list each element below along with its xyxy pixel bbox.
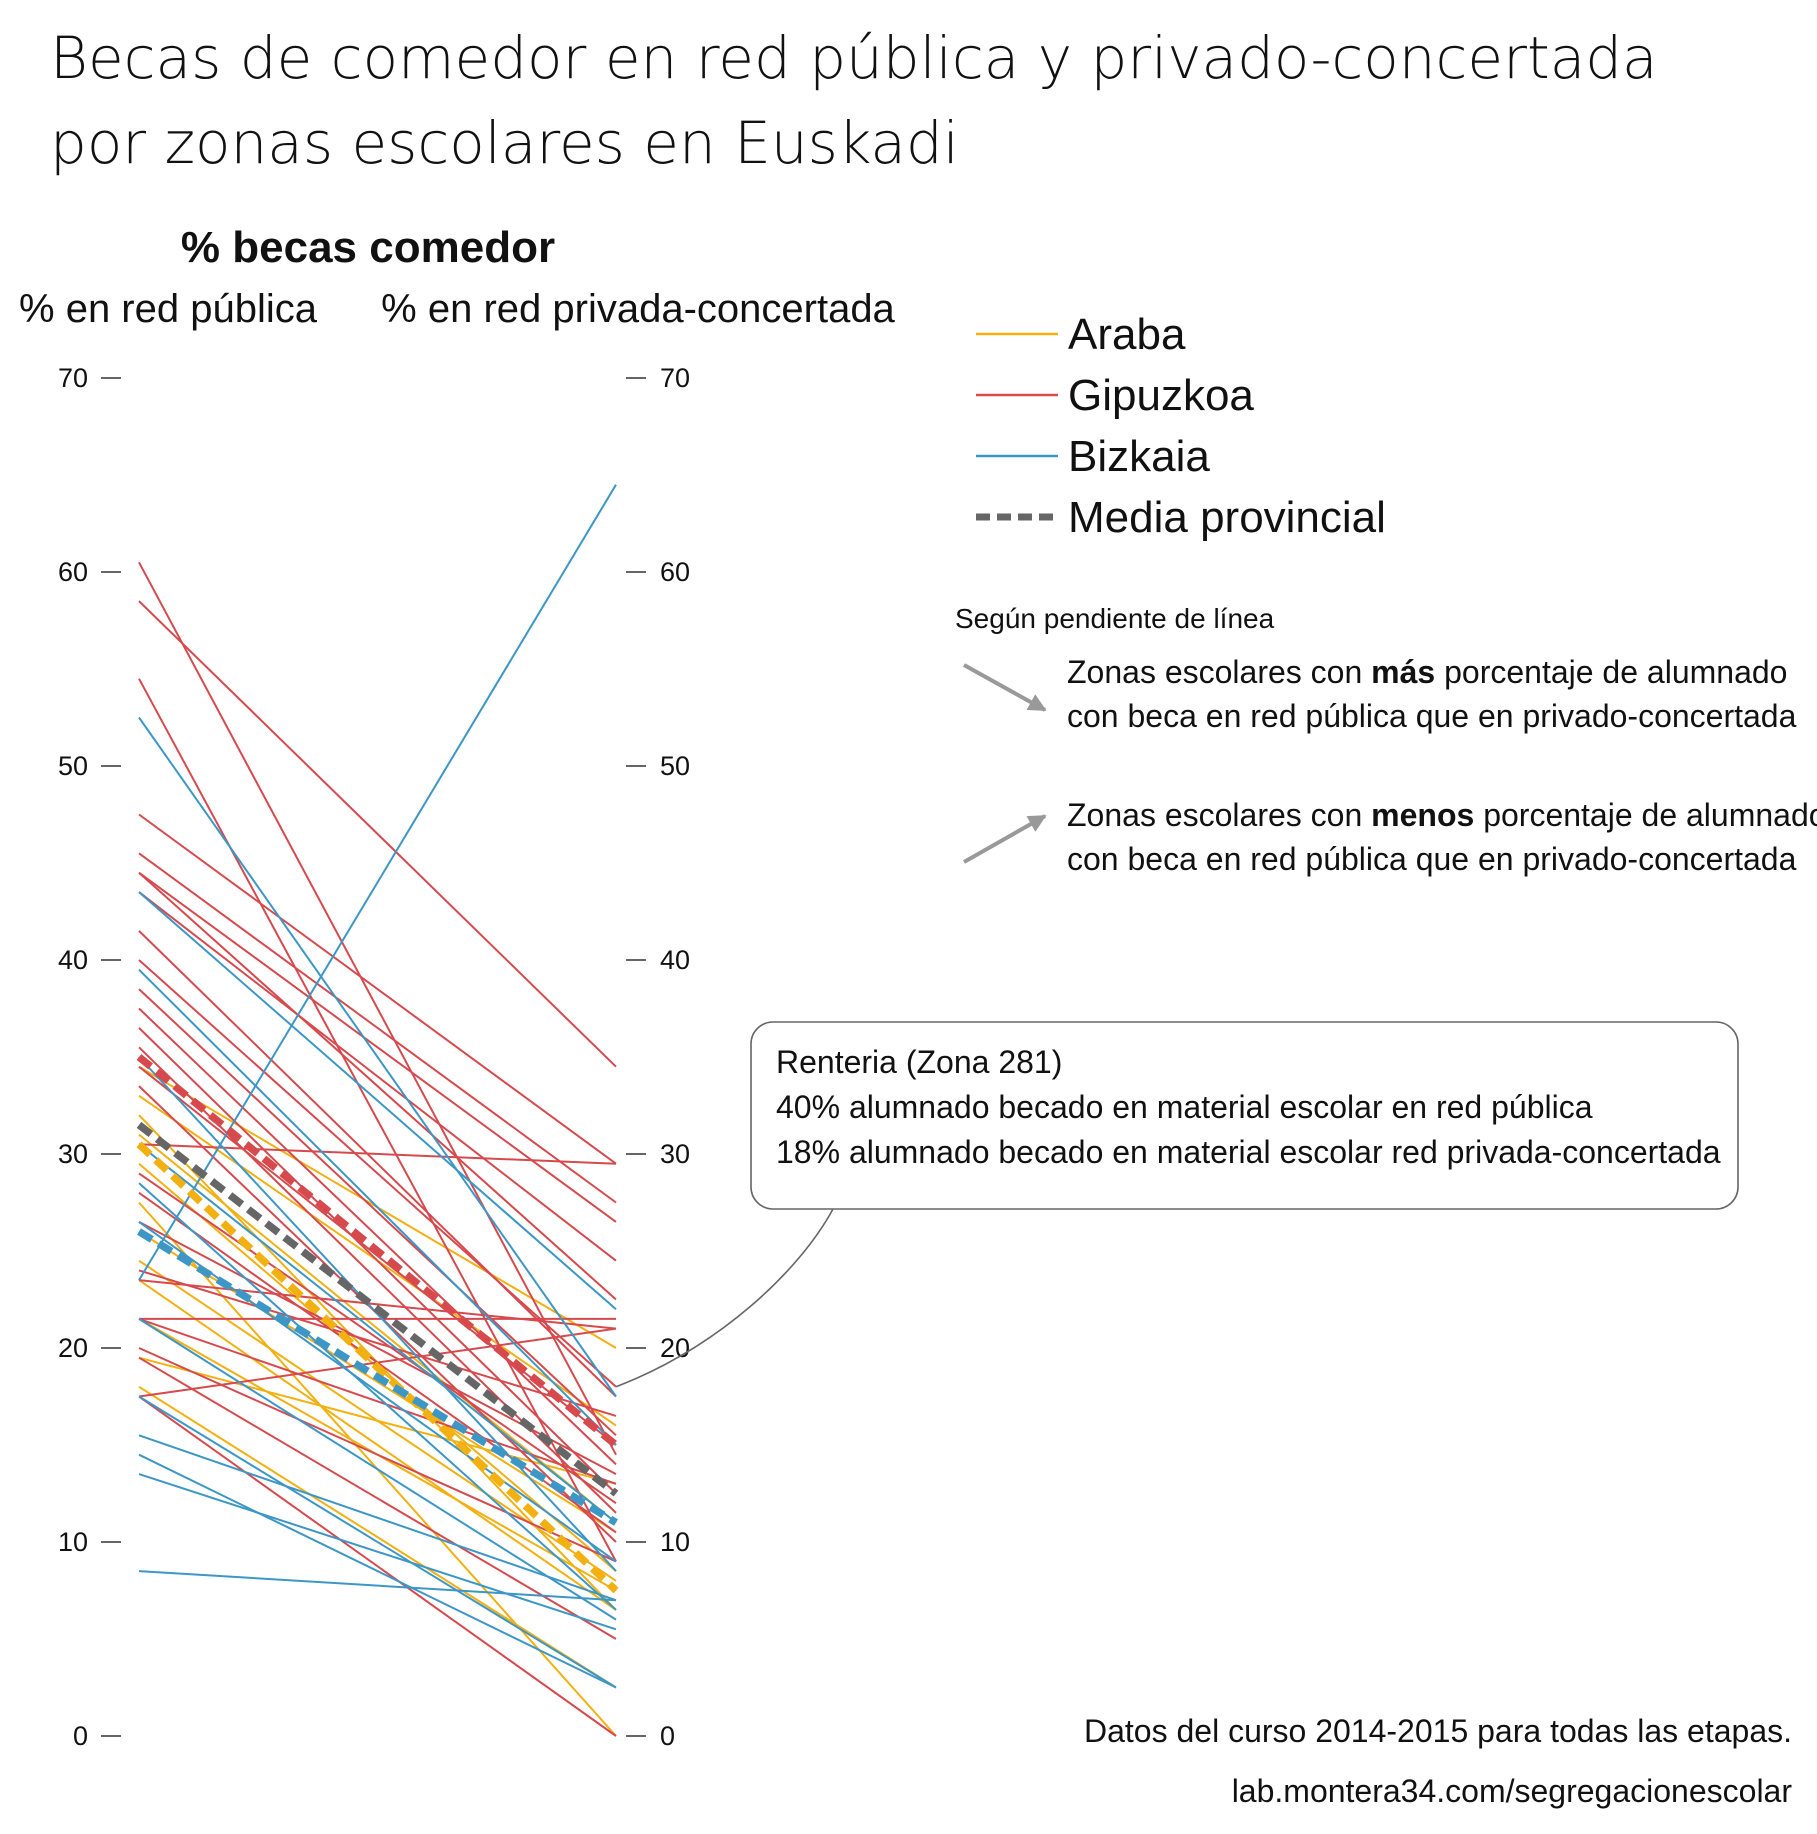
mean-line-araba — [136, 1141, 619, 1594]
zone-line-gipuzkoa — [138, 930, 617, 1398]
zone-line-bizkaia — [138, 716, 617, 1398]
zone-lines — [138, 484, 617, 1737]
annotation-box — [750, 1021, 1739, 1210]
zone-line-gipuzkoa — [138, 1007, 617, 1466]
slope-note-heading: Según pendiente de línea — [955, 603, 1275, 634]
zone-line-gipuzkoa — [138, 600, 617, 1068]
right-tick-label: 40 — [660, 945, 690, 975]
annotation-line-1: Renteria (Zona 281) — [776, 1044, 1062, 1080]
left-tick-label: 40 — [58, 945, 88, 975]
zone-line-gipuzkoa — [138, 891, 617, 1262]
slope-note-down-line-1: Zonas escolares con más porcentaje de al… — [1067, 654, 1787, 690]
zone-line-araba — [138, 1230, 617, 1534]
zone-line-bizkaia — [138, 1318, 617, 1621]
left-tick-label: 50 — [58, 751, 88, 781]
zone-line-bizkaia — [138, 484, 617, 1281]
chart-heading: % becas comedor — [181, 223, 555, 272]
left-tick-label: 70 — [58, 363, 88, 393]
left-tick-label: 60 — [58, 557, 88, 587]
zone-line-gipuzkoa — [138, 1065, 617, 1446]
right-tick-label: 20 — [660, 1333, 690, 1363]
zone-line-gipuzkoa — [138, 1347, 617, 1563]
slope-note-up-line-2: con beca en red pública que en privado-c… — [1067, 841, 1797, 877]
left-tick-label: 0 — [73, 1721, 88, 1751]
left-tick-label: 10 — [58, 1527, 88, 1557]
total-mean-line — [136, 1121, 619, 1497]
zone-line-bizkaia — [138, 1395, 617, 1689]
right-tick-label: 70 — [660, 363, 690, 393]
zone-line-gipuzkoa — [138, 1395, 617, 1737]
zone-line-bizkaia — [138, 1473, 617, 1631]
legend-label-media-provincial: Media provincial — [1068, 493, 1386, 542]
zone-line-bizkaia — [138, 1434, 617, 1602]
arrow-down-icon — [963, 663, 1047, 712]
zone-line-gipuzkoa — [138, 988, 617, 1437]
zone-line-araba — [138, 1356, 617, 1485]
zone-line-gipuzkoa — [138, 813, 617, 1165]
arrow-up-icon — [963, 814, 1047, 864]
zone-line-gipuzkoa — [138, 852, 617, 1204]
zone-line-bizkaia — [138, 1453, 617, 1689]
mean-line-gipuzkoa — [136, 1054, 619, 1448]
zone-line-araba — [138, 1385, 617, 1689]
zone-line-gipuzkoa — [138, 1027, 617, 1495]
zone-line-gipuzkoa — [138, 561, 617, 1456]
right-tick-label: 30 — [660, 1139, 690, 1169]
right-tick-label: 10 — [660, 1527, 690, 1557]
slope-note-down-line-2: con beca en red pública que en privado-c… — [1067, 698, 1797, 734]
mean-line-bizkaia — [137, 1228, 618, 1526]
annotation-line-3: 18% alumnado becado en material escolar … — [776, 1134, 1721, 1170]
zone-line-araba — [138, 1133, 617, 1524]
axes: 0 0 10 10 20 20 30 30 40 40 50 50 60 60 70 70 — [58, 363, 690, 1751]
footer-url: lab.montera34.com/segregacionescolar — [1232, 1773, 1793, 1809]
zone-line-gipuzkoa — [138, 1269, 617, 1417]
legend: Araba Gipuzkoa Bizkaia Media provincial — [976, 310, 1386, 542]
zone-line-bizkaia — [138, 891, 617, 1310]
left-tick-label: 20 — [58, 1333, 88, 1363]
zone-line-bizkaia — [138, 1182, 617, 1611]
zone-line-bizkaia — [138, 1056, 617, 1572]
legend-label-bizkaia: Bizkaia — [1068, 432, 1210, 481]
left-tick-label: 30 — [58, 1139, 88, 1169]
slope-note-up-line-1: Zonas escolares con menos porcentaje de … — [1067, 797, 1817, 833]
zone-line-gipuzkoa — [138, 678, 617, 1562]
zone-line-bizkaia — [138, 1570, 617, 1602]
legend-label-araba: Araba — [1068, 310, 1186, 359]
right-column-label: % en red privada-concertada — [381, 287, 895, 331]
annotation-connector — [615, 1208, 834, 1388]
mean-lines — [136, 1054, 619, 1594]
zone-line-bizkaia — [138, 968, 617, 1446]
chart-title-line-1: Becas de comedor en red pública y privad… — [50, 24, 1658, 92]
left-column-label: % en red pública — [19, 287, 318, 331]
zone-line-gipuzkoa — [138, 1279, 617, 1330]
zone-line-araba — [138, 1279, 617, 1611]
zone-line-gipuzkoa — [138, 871, 617, 1301]
right-tick-label: 60 — [660, 557, 690, 587]
zone-line-gipuzkoa — [138, 1221, 617, 1475]
zone-line-gipuzkoa — [138, 959, 617, 1388]
annotation-line-2: 40% alumnado becado en material escolar … — [776, 1089, 1593, 1125]
zone-line-bizkaia — [138, 1143, 617, 1524]
footer-source: Datos del curso 2014-2015 para todas las… — [1084, 1713, 1792, 1749]
zone-line-gipuzkoa — [138, 1172, 617, 1505]
zone-line-gipuzkoa — [138, 1356, 617, 1640]
right-tick-label: 50 — [660, 751, 690, 781]
right-tick-label: 0 — [660, 1721, 675, 1751]
legend-label-gipuzkoa: Gipuzkoa — [1068, 371, 1254, 420]
chart-title-line-2: por zonas escolares en Euskadi — [50, 109, 959, 177]
zone-line-gipuzkoa — [138, 871, 617, 1223]
zone-line-gipuzkoa — [138, 1317, 617, 1485]
